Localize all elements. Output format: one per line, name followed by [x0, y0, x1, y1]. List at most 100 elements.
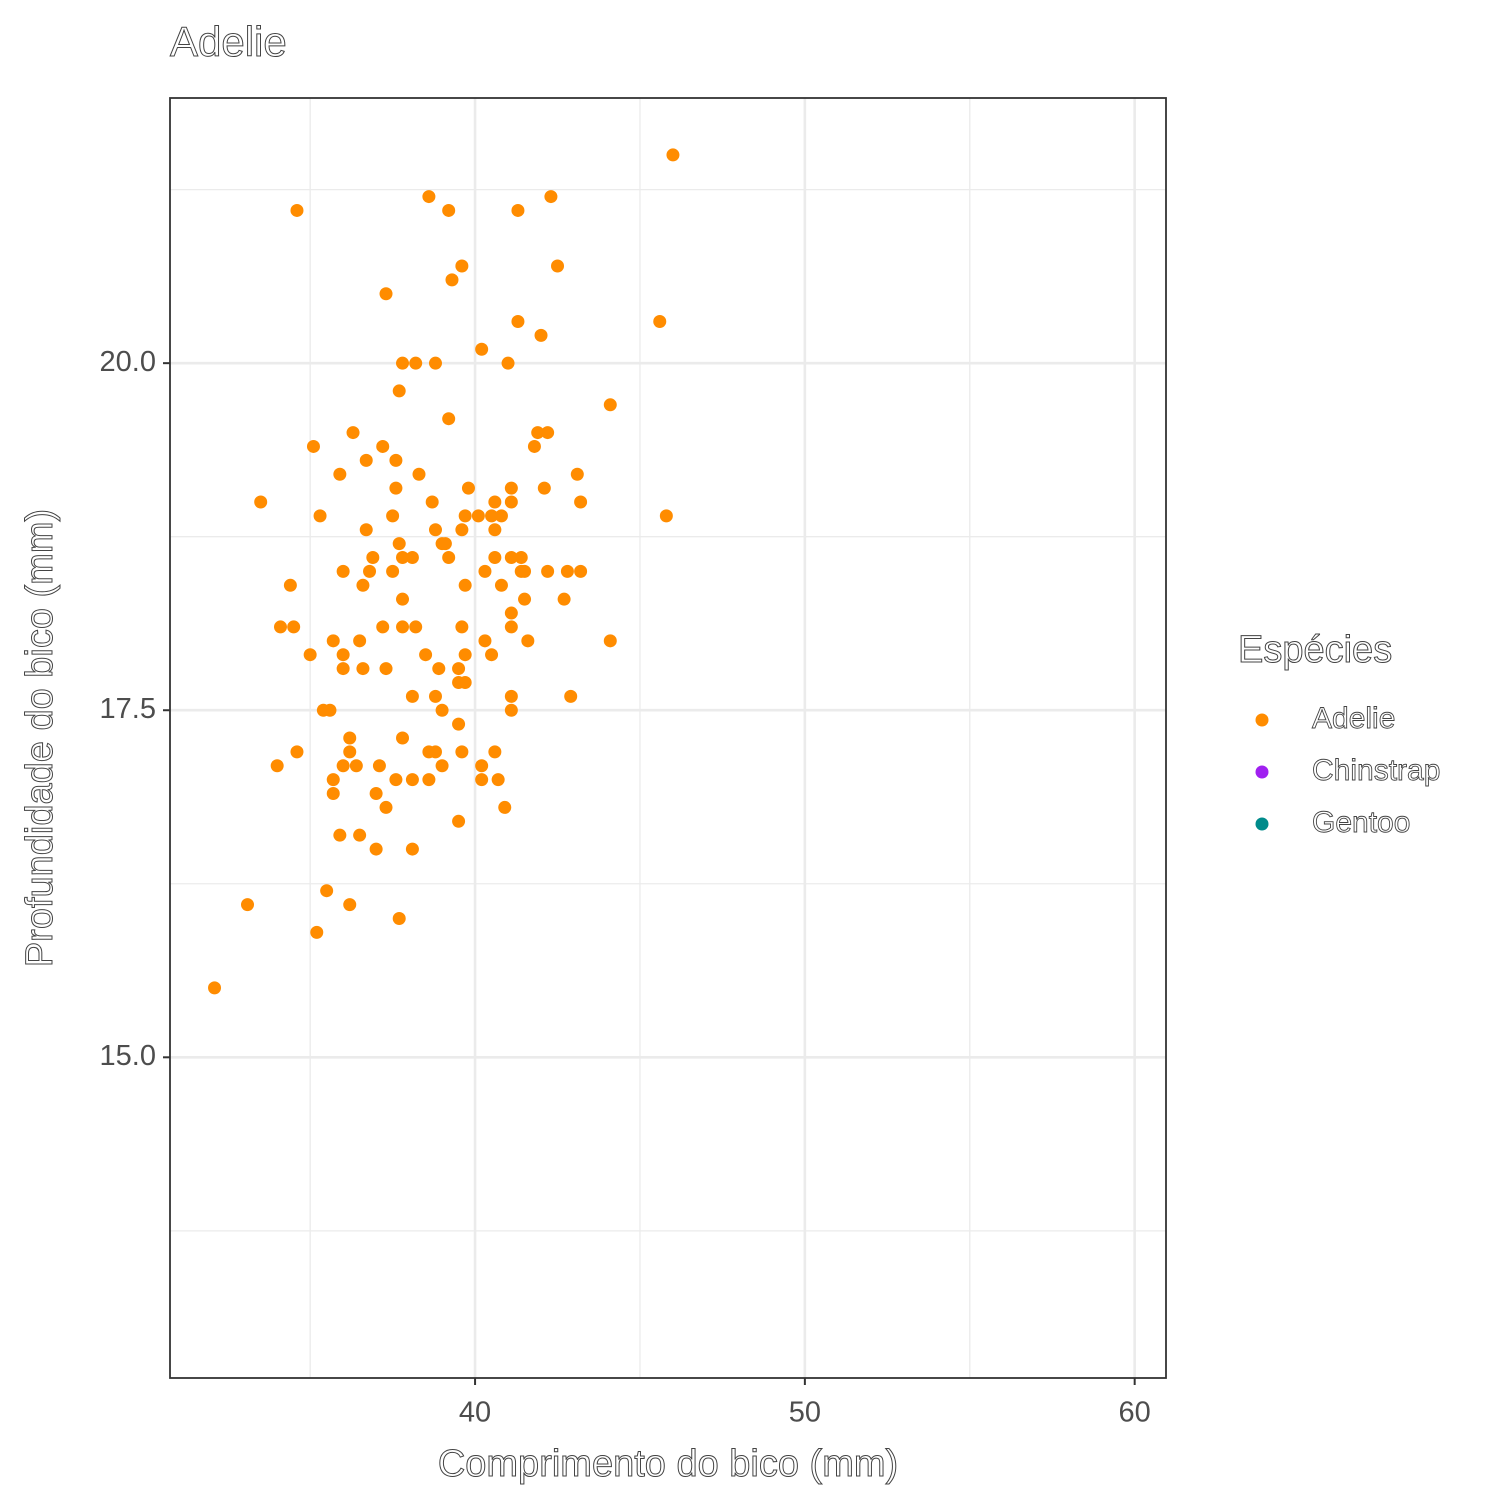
point — [389, 481, 403, 495]
point — [574, 495, 588, 509]
point — [458, 675, 472, 689]
point — [287, 620, 301, 634]
point — [369, 842, 383, 856]
point — [359, 453, 373, 467]
point — [333, 467, 347, 481]
y-tick-label: 17.5 — [100, 693, 156, 725]
point — [452, 662, 466, 676]
point — [379, 662, 393, 676]
point — [303, 648, 317, 662]
panel-border — [169, 97, 1167, 1379]
point — [666, 148, 680, 162]
point — [372, 759, 386, 773]
point — [521, 634, 535, 648]
point — [541, 426, 555, 440]
point — [564, 689, 578, 703]
chart-title: Adelie — [170, 18, 287, 65]
point — [534, 328, 548, 342]
point — [326, 773, 340, 787]
point — [438, 537, 452, 551]
point — [405, 842, 419, 856]
point — [518, 592, 532, 606]
y-tick-label: 15.0 — [100, 1040, 156, 1072]
point — [537, 481, 551, 495]
point — [323, 703, 337, 717]
point — [320, 884, 334, 898]
point — [491, 773, 505, 787]
point — [494, 578, 508, 592]
point — [363, 564, 377, 578]
point — [326, 634, 340, 648]
point — [392, 911, 406, 925]
point — [241, 898, 255, 912]
point — [396, 592, 410, 606]
point — [396, 551, 410, 565]
point — [376, 439, 390, 453]
point — [659, 509, 673, 523]
point — [290, 745, 304, 759]
point — [313, 509, 327, 523]
point — [455, 745, 469, 759]
point — [478, 634, 492, 648]
legend-label: Adelie — [1312, 702, 1395, 735]
point — [570, 467, 584, 481]
point — [290, 203, 304, 217]
point — [343, 731, 357, 745]
point — [504, 551, 518, 565]
point — [485, 648, 499, 662]
point — [560, 564, 574, 578]
point — [511, 315, 525, 329]
point — [336, 564, 350, 578]
point — [458, 648, 472, 662]
point — [396, 356, 410, 370]
point — [310, 925, 324, 939]
point — [458, 578, 472, 592]
point — [504, 606, 518, 620]
point — [379, 800, 393, 814]
y-tick-label: 20.0 — [100, 346, 156, 378]
point — [435, 703, 449, 717]
point — [412, 467, 426, 481]
point — [428, 745, 442, 759]
point — [488, 745, 502, 759]
point — [346, 426, 360, 440]
point — [396, 731, 410, 745]
point — [455, 523, 469, 537]
point — [306, 439, 320, 453]
point — [208, 981, 222, 995]
point — [478, 564, 492, 578]
point — [369, 787, 383, 801]
point — [356, 662, 370, 676]
point — [428, 356, 442, 370]
point — [504, 703, 518, 717]
point — [452, 814, 466, 828]
point — [527, 439, 541, 453]
point — [273, 620, 287, 634]
point — [452, 717, 466, 731]
point — [494, 509, 508, 523]
point — [514, 551, 528, 565]
point — [356, 578, 370, 592]
point — [544, 190, 558, 204]
point — [409, 356, 423, 370]
legend-key — [1255, 765, 1269, 779]
point — [531, 426, 545, 440]
point — [442, 551, 456, 565]
point — [551, 259, 565, 273]
point — [326, 787, 340, 801]
point — [511, 203, 525, 217]
point — [653, 315, 667, 329]
point — [386, 509, 400, 523]
point — [603, 634, 617, 648]
point — [432, 662, 446, 676]
y-axis-title: Profundidade do bico (mm) — [19, 509, 61, 967]
point — [435, 759, 449, 773]
point — [455, 259, 469, 273]
point — [445, 273, 459, 287]
point — [419, 648, 433, 662]
x-tick-label: 60 — [1119, 1397, 1151, 1429]
legend-key — [1255, 817, 1269, 831]
point — [405, 689, 419, 703]
point — [425, 495, 439, 509]
